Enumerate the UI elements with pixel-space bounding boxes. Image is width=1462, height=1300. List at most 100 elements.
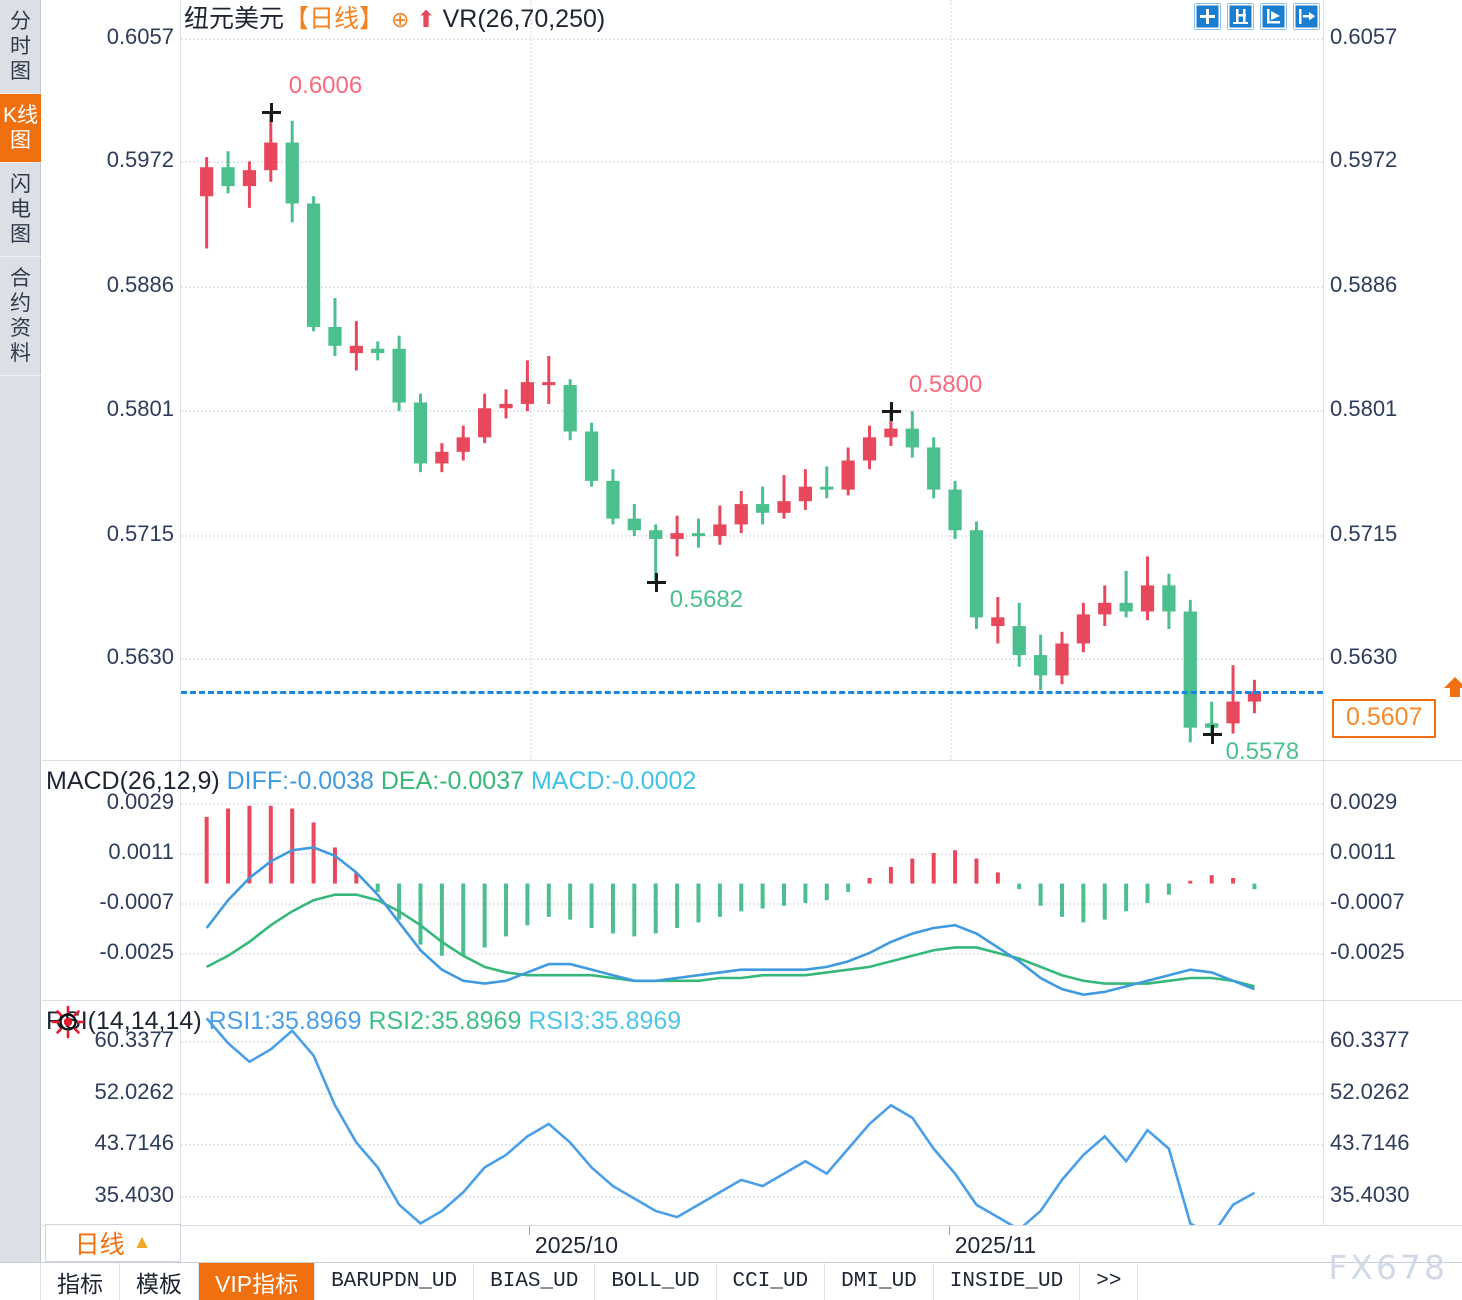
symbol-name: 纽元美元	[184, 5, 285, 33]
tab-label: INSIDE_UD	[949, 1270, 1064, 1293]
high-marker-1-label: 0.6006	[288, 72, 363, 100]
sidebar-item-lightning[interactable]: 闪电图	[0, 163, 41, 257]
date-tick	[948, 1226, 950, 1235]
rsi2-value: RSI2:35.8969	[368, 1007, 522, 1035]
expand-right-icon[interactable]	[1293, 3, 1320, 30]
axis-tick-label: 35.4030	[1330, 1182, 1410, 1207]
sidebar-item-kline[interactable]: K线图	[0, 94, 41, 163]
price-up-arrow-icon	[1442, 675, 1462, 706]
macd-legend: MACD(26,12,9) DIFF:-0.0038 DEA:-0.0037 M…	[46, 767, 696, 795]
price-axis-right: 0.6057 0.5972 0.5886 0.5801 0.5715 0.5630	[1324, 0, 1462, 760]
tab-inside-ud[interactable]: INSIDE_UD	[934, 1263, 1081, 1300]
gridline	[181, 161, 1323, 164]
gridline	[181, 1092, 1323, 1095]
chart-legend: 纽元美元【日线】 ⊕ ⬆ VR(26,70,250)	[184, 4, 605, 35]
tab-label: BARUPDN_UD	[331, 1270, 458, 1293]
up-arrow-icon: ⬆	[416, 6, 436, 32]
axis-tick-label: 0.5972	[106, 147, 174, 173]
low-marker-2-label: 0.5578	[1225, 737, 1300, 760]
axis-tick-label: 0.6057	[106, 24, 174, 49]
tab-cci-ud[interactable]: CCI_UD	[717, 1263, 826, 1300]
tab-label: 模板	[136, 1270, 182, 1297]
gridline	[181, 1041, 1323, 1043]
tab-label: BIAS_UD	[490, 1270, 579, 1293]
sidebar-item-label: 闪电图	[10, 173, 31, 246]
axis-tick-label: 60.3377	[1330, 1027, 1410, 1052]
macd-plot[interactable]	[180, 761, 1324, 1000]
axis-tick-label: 43.7146	[94, 1130, 174, 1156]
sun-settings-icon[interactable]	[50, 1004, 86, 1040]
gridline	[181, 409, 1323, 412]
tab-label: BOLL_UD	[611, 1270, 700, 1293]
axis-tick-label: 0.0029	[106, 789, 174, 814]
sidebar-item-label: 合约资料	[10, 267, 31, 365]
high-marker-2-cross-icon	[881, 402, 901, 422]
measure-range-icon[interactable]	[1227, 3, 1254, 30]
tab-templates[interactable]: 模板	[120, 1263, 199, 1300]
triangle-up-icon: ▲	[132, 1232, 152, 1253]
gridline	[181, 38, 1323, 40]
axis-tick-label: 0.6057	[1330, 24, 1398, 49]
period-label: 【日线】	[284, 5, 385, 33]
crosshair-move-icon[interactable]	[1194, 3, 1221, 30]
low-marker-2-cross-icon	[1202, 724, 1222, 744]
axis-tick-label: 0.5972	[1330, 147, 1398, 173]
tab-label: CCI_UD	[732, 1270, 809, 1293]
rsi-axis-right: 60.3377 52.0262 43.7146 35.4030	[1324, 1001, 1462, 1240]
tab-label: DMI_UD	[841, 1270, 917, 1293]
price-axis-left: 0.6057 0.5972 0.5886 0.5801 0.5715 0.5630	[42, 0, 180, 760]
tab-label: >>	[1096, 1270, 1122, 1293]
axis-tick-label: 52.0262	[1330, 1078, 1410, 1104]
axis-tick-label: 0.5886	[1330, 272, 1398, 298]
tab-indicators[interactable]: 指标	[41, 1263, 120, 1300]
tab-barupdn-ud[interactable]: BARUPDN_UD	[315, 1263, 475, 1300]
tab-bias-ud[interactable]: BIAS_UD	[474, 1263, 596, 1300]
rsi-plot[interactable]	[180, 1001, 1324, 1240]
candlestick-series	[200, 112, 1262, 743]
axis-tick-label: 60.3377	[94, 1027, 174, 1052]
period-selector-button[interactable]: 日线 ▲	[45, 1224, 181, 1262]
chart-toolbar	[1194, 3, 1320, 30]
tab-boll-ud[interactable]: BOLL_UD	[595, 1263, 717, 1300]
vertical-gridline	[529, 0, 532, 760]
indicator-label: VR(26,70,250)	[442, 5, 606, 33]
rsi1-value: RSI1:35.8969	[208, 1007, 362, 1035]
rsi-axis-left: 60.3377 52.0262 43.7146 35.4030	[42, 1001, 180, 1240]
gridline	[181, 658, 1323, 660]
gridline	[181, 803, 1323, 805]
draw-trend-icon[interactable]	[1260, 3, 1287, 30]
axis-tick-label: -0.0007	[99, 889, 174, 914]
rsi3-value: RSI3:35.8969	[528, 1007, 682, 1035]
bottom-tab-bar: 指标 模板 VIP指标 BARUPDN_UD BIAS_UD BOLL_UD CCI_UD D…	[0, 1262, 1462, 1300]
gridline	[181, 903, 1323, 905]
macd-diff-value: DIFF:-0.0038	[226, 767, 374, 795]
tab-dmi-ud[interactable]: DMI_UD	[825, 1263, 934, 1300]
sidebar-item-timeshare[interactable]: 分时图	[0, 0, 41, 94]
gridline	[181, 853, 1323, 855]
tabbar-spacer	[0, 1263, 41, 1300]
price-plot[interactable]: 0.6006 0.5682 0.5800 0.5578	[180, 0, 1324, 760]
rsi-panel: RSI(14,14,14) RSI1:35.8969 RSI2:35.8969 …	[42, 1000, 1462, 1240]
axis-tick-label: 0.0011	[1330, 839, 1396, 864]
sidebar-item-contract-info[interactable]: 合约资料	[0, 257, 41, 376]
axis-tick-label: 35.4030	[94, 1182, 174, 1207]
macd-axis-right: 0.0029 0.0011 -0.0007 -0.0025	[1324, 761, 1462, 1000]
axis-tick-label: 0.5715	[106, 520, 174, 546]
date-tick	[528, 1226, 530, 1235]
axis-tick-label: -0.0025	[99, 939, 174, 964]
low-marker-1-label: 0.5682	[669, 586, 744, 614]
axis-tick-label: 52.0262	[94, 1078, 174, 1104]
tab-label: VIP指标	[215, 1270, 299, 1297]
last-price-line	[181, 691, 1323, 695]
date-axis: 2025/10 2025/11	[42, 1225, 1462, 1263]
macd-title: MACD(26,12,9)	[46, 767, 220, 795]
high-marker-1-cross-icon	[261, 103, 281, 123]
gridline	[181, 534, 1323, 537]
tab-label: 指标	[57, 1270, 103, 1297]
crosshair-circle-icon[interactable]: ⊕	[390, 7, 410, 32]
tab-vip[interactable]: VIP指标	[199, 1263, 316, 1300]
gridline	[181, 1144, 1323, 1147]
axis-tick-label: 0.5801	[106, 395, 174, 421]
tab-more[interactable]: >>	[1080, 1263, 1139, 1300]
high-marker-2-label: 0.5800	[908, 371, 983, 399]
